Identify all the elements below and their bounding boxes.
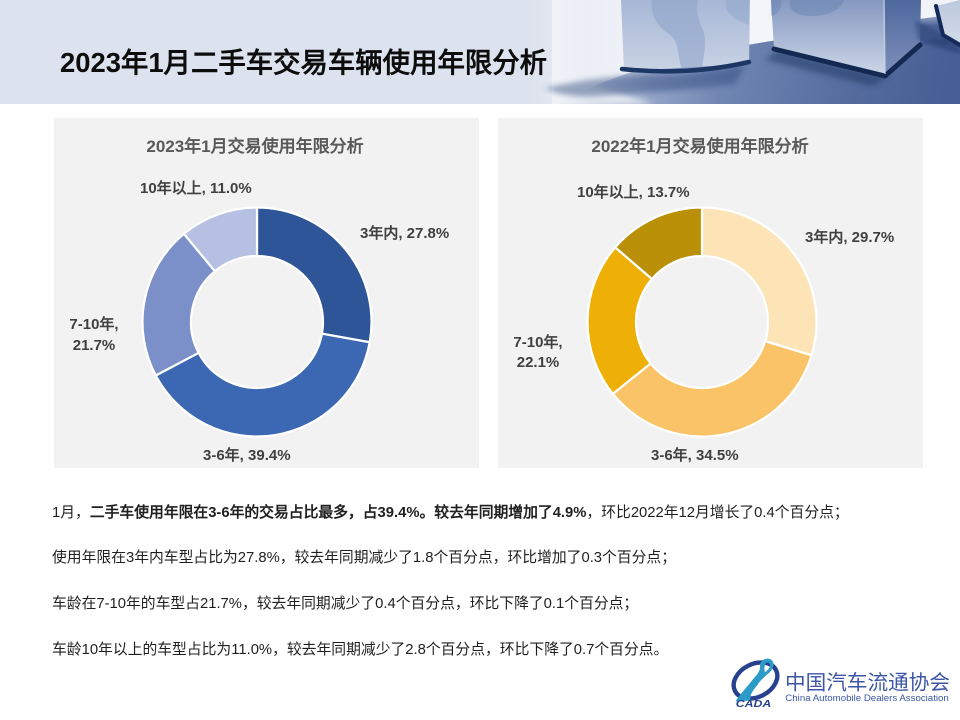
svg-text:China Automobile Dealers Assoc: China Automobile Dealers Association	[785, 693, 949, 704]
svg-text:中国汽车流通协会: 中国汽车流通协会	[785, 672, 950, 695]
svg-text:CADA: CADA	[736, 699, 772, 710]
